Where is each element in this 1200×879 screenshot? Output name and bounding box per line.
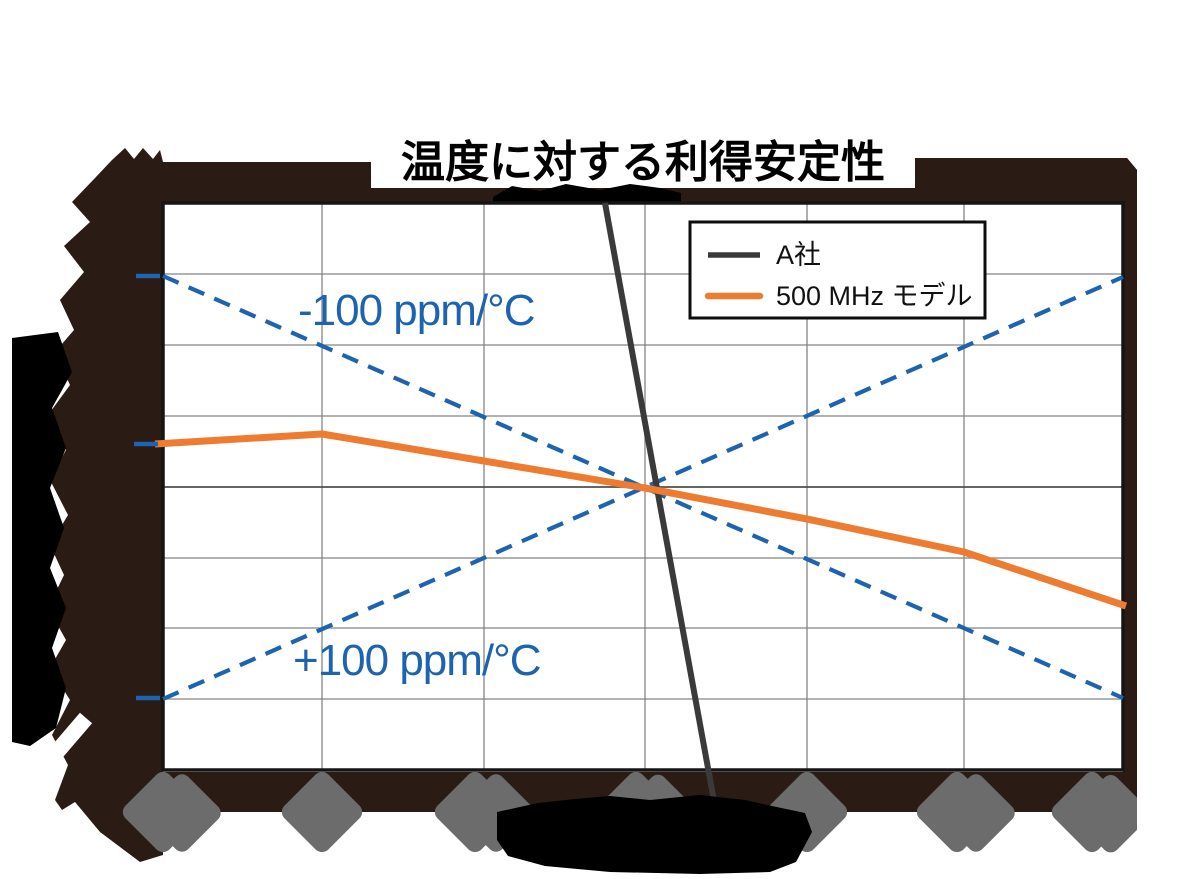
chart-title: 温度に対する利得安定性 [401,138,885,187]
legend: A社 500 MHz モデル [688,220,987,320]
tick-blob-2 [281,771,363,853]
legend-label-a: A社 [776,240,821,270]
blob-white-slash [31,712,93,780]
series-line [162,275,1124,701]
series-line [602,202,719,813]
tick-blob-1 [122,771,221,853]
legend-label-500mhz: 500 MHz モデル [776,281,973,311]
top-frame-bar [163,158,1137,203]
series-line [154,430,1128,610]
neg-ppm-label: -100 ppm/°C [298,286,535,335]
plot-border [161,201,1125,772]
title-sub-redaction-blob [493,184,681,202]
data-series [134,202,1128,813]
right-frame-bar [1123,158,1137,812]
left-black-column [12,332,72,746]
legend-box [688,220,987,320]
tick-blob-6 [916,771,1015,853]
x-axis-title-redaction-blob [497,795,812,874]
x-axis-redaction-blobs [122,771,1137,874]
pos-ppm-label: +100 ppm/°C [293,636,541,685]
series-line [162,274,1124,700]
tick-blob-7 [1051,771,1137,853]
left-redaction-blob [48,148,163,862]
frame-decoration [12,148,1137,862]
